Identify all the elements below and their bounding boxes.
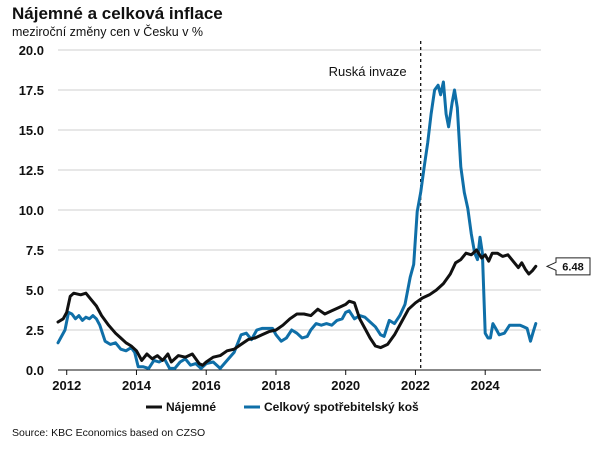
x-tick-label: 2020 [331,378,360,393]
x-tick-label: 2012 [52,378,81,393]
series-line-cpi [56,80,538,370]
x-tick-label: 2018 [261,378,290,393]
x-tick-label: 2014 [122,378,152,393]
x-axis: 2012 2014 2016 2018 2020 2022 2024 [52,369,541,393]
series-line-rent [56,248,538,367]
y-axis: 0.0 2.5 5.0 7.5 10.0 12.5 15.0 17.5 20.0 [19,43,44,378]
chart-subtitle: meziroční změny cen v Česku v % [12,25,204,39]
y-tick-label: 7.5 [26,243,44,258]
chart-title: Nájemné a celková inflace [12,4,223,23]
legend: Nájemné Celkový spotřebitelský koš [146,400,419,414]
annotation-layer: Ruská invaze [329,41,422,370]
y-tick-label: 0.0 [26,363,44,378]
x-tick-label: 2016 [192,378,221,393]
y-tick-label: 10.0 [19,203,44,218]
source-note: Source: KBC Economics based on CZSO [12,427,206,439]
y-tick-label: 20.0 [19,43,44,58]
series-layer [56,80,538,370]
invasion-annotation: Ruská invaze [329,64,407,79]
x-tick-label: 2024 [471,378,501,393]
legend-label-rent: Nájemné [166,400,216,414]
y-tick-label: 17.5 [19,83,44,98]
x-tick-label: 2022 [401,378,430,393]
value-callout-label: 6.48 [562,261,583,273]
y-tick-label: 12.5 [19,163,44,178]
value-callout-box [545,257,591,276]
y-tick-label: 5.0 [26,283,44,298]
y-tick-label: 15.0 [19,123,44,138]
y-tick-label: 2.5 [26,323,44,338]
callout-layer: 6.48 [545,257,591,276]
legend-label-cpi: Celkový spotřebitelský koš [264,400,419,414]
grid-lines [58,49,541,331]
